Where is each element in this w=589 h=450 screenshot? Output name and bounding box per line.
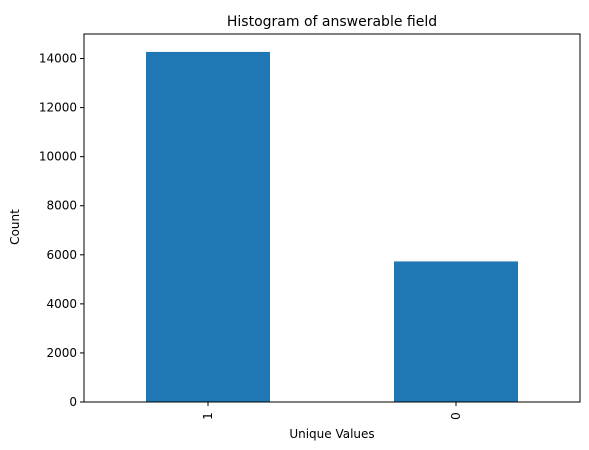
y-tick-label-14000: 14000 xyxy=(39,52,77,66)
bar-1 xyxy=(146,51,270,402)
y-tick-label-6000: 6000 xyxy=(46,248,77,262)
bars-group xyxy=(146,51,518,402)
y-axis: 0 2000 4000 6000 8000 10000 12000 14000 xyxy=(39,52,84,409)
y-tick-label-10000: 10000 xyxy=(39,150,77,164)
y-tick-label-0: 0 xyxy=(69,395,77,409)
plot-frame xyxy=(83,33,581,403)
y-tick-label-12000: 12000 xyxy=(39,101,77,115)
bar-0 xyxy=(394,261,518,402)
x-axis-label: Unique Values xyxy=(289,427,374,441)
x-tick-label-0: 0 xyxy=(449,412,463,420)
chart-title: Histogram of answerable field xyxy=(227,14,437,30)
y-axis-label: Count xyxy=(8,209,22,245)
y-tick-label-2000: 2000 xyxy=(46,346,77,360)
y-tick-label-8000: 8000 xyxy=(46,199,77,213)
x-tick-label-1: 1 xyxy=(201,412,215,420)
y-tick-label-4000: 4000 xyxy=(46,297,77,311)
